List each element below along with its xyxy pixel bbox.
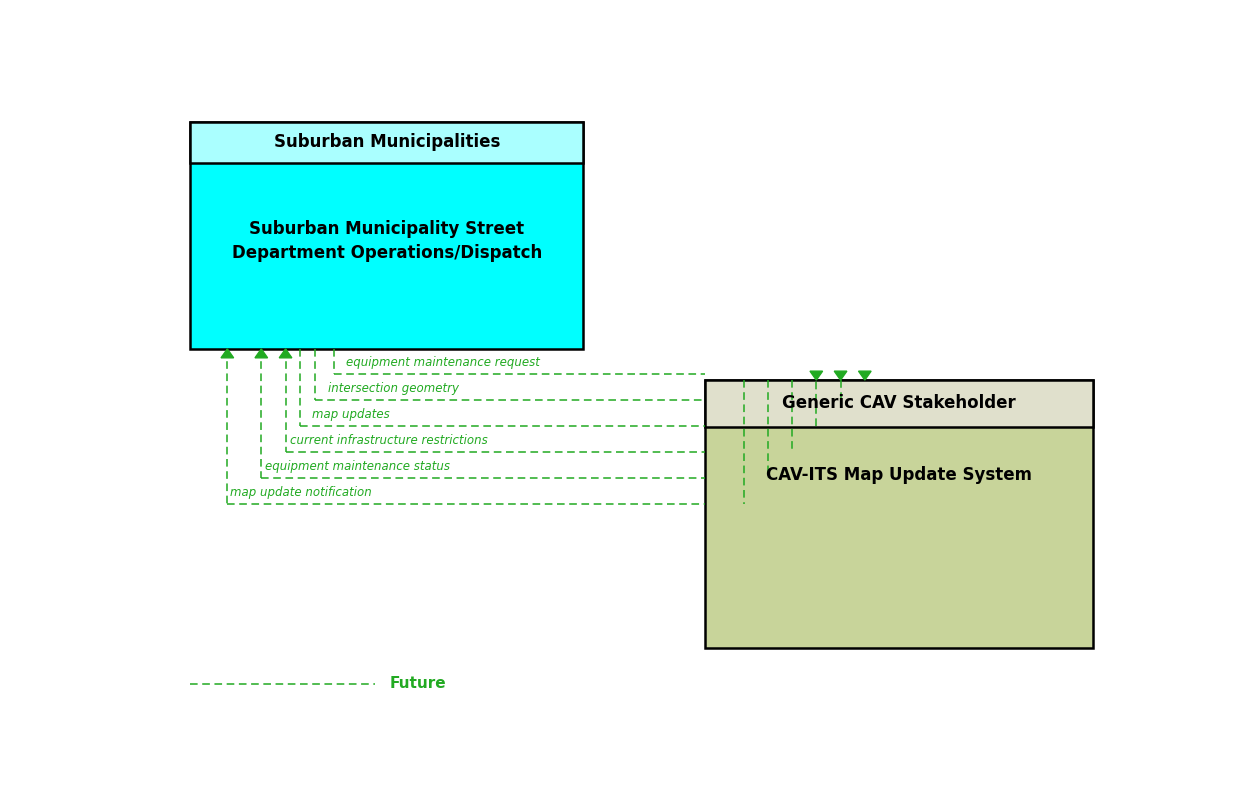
Polygon shape — [859, 371, 871, 380]
Polygon shape — [834, 371, 846, 380]
Text: Suburban Municipalities: Suburban Municipalities — [274, 133, 500, 151]
Text: equipment maintenance status: equipment maintenance status — [265, 461, 451, 473]
Polygon shape — [810, 371, 823, 380]
Text: current infrastructure restrictions: current infrastructure restrictions — [290, 434, 488, 448]
Text: equipment maintenance request: equipment maintenance request — [346, 356, 540, 368]
Polygon shape — [279, 349, 292, 358]
FancyBboxPatch shape — [190, 122, 583, 162]
Text: Generic CAV Stakeholder: Generic CAV Stakeholder — [782, 394, 1015, 412]
Text: Suburban Municipality Street
Department Operations/Dispatch: Suburban Municipality Street Department … — [232, 220, 542, 262]
FancyBboxPatch shape — [190, 122, 583, 349]
Polygon shape — [255, 349, 268, 358]
Text: CAV-ITS Map Update System: CAV-ITS Map Update System — [766, 466, 1032, 485]
Polygon shape — [222, 349, 234, 358]
FancyBboxPatch shape — [705, 380, 1093, 427]
Text: Future: Future — [389, 676, 446, 691]
Text: map updates: map updates — [312, 408, 389, 421]
Text: map update notification: map update notification — [230, 486, 372, 499]
FancyBboxPatch shape — [705, 380, 1093, 647]
Text: intersection geometry: intersection geometry — [328, 382, 459, 395]
